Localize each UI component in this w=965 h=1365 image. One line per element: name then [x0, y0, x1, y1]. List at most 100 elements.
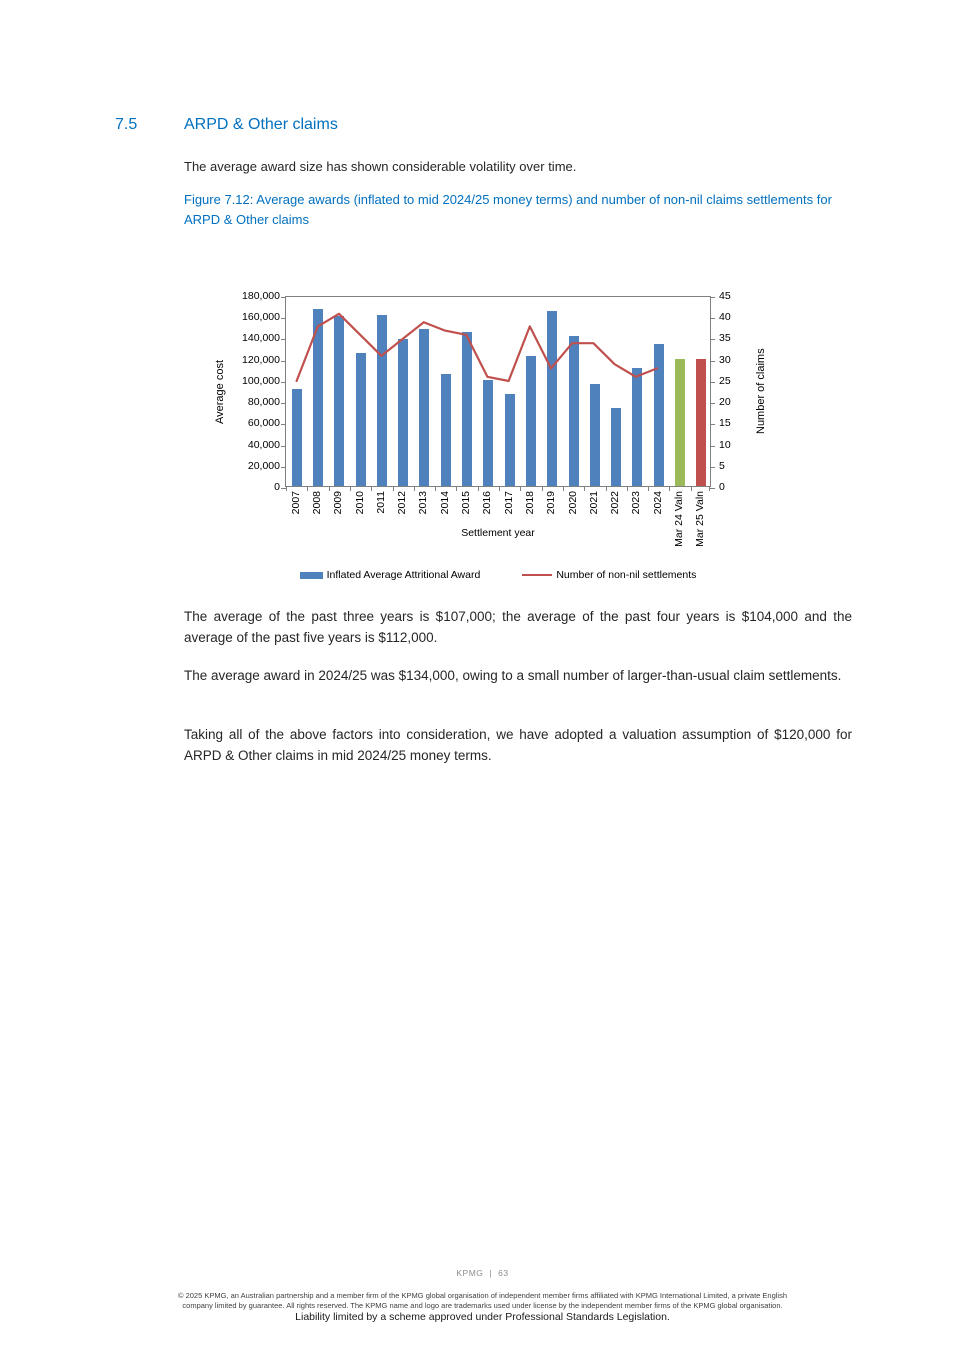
tick-mark	[281, 360, 286, 362]
tick-mark	[710, 466, 715, 468]
bars-layer	[286, 297, 710, 486]
right-tick-label: 30	[719, 353, 731, 366]
left-tick-label: 60,000	[247, 417, 280, 430]
bar-2010	[355, 353, 366, 486]
right-tick-label: 40	[719, 311, 731, 324]
right-tick-label: 15	[719, 417, 731, 430]
bar-2014	[440, 373, 451, 486]
bar-2021	[589, 384, 600, 486]
tick-mark	[710, 488, 715, 489]
tick-mark	[499, 486, 500, 491]
tick-mark	[281, 488, 286, 489]
right-tick-label: 5	[719, 459, 725, 472]
tick-mark	[456, 486, 458, 491]
plot-area	[281, 296, 715, 491]
tick-mark	[371, 486, 373, 491]
left-tick-label: 0	[274, 481, 280, 493]
bar-2018	[525, 355, 536, 486]
bar-2015	[462, 332, 473, 486]
tick-mark	[328, 486, 330, 491]
legend-item-bars: Inflated Average Attritional Award	[299, 569, 480, 581]
bar-mar-24-valn	[675, 358, 686, 486]
tick-mark	[710, 445, 715, 447]
section-number: 7.5	[115, 116, 138, 133]
tick-mark	[710, 297, 715, 298]
tick-mark	[281, 318, 286, 320]
bar-2011	[376, 315, 387, 486]
tick-mark	[541, 486, 543, 491]
right-axis-title: Number of claims	[755, 348, 767, 435]
intro-paragraph: The average award size has shown conside…	[184, 159, 577, 174]
copyright-line-1: © 2025 KPMG, an Australian partnership a…	[177, 1291, 788, 1300]
legend-line-label: Number of non-nil settlements	[556, 569, 697, 581]
legend-line-swatch	[522, 573, 553, 577]
tick-mark	[710, 381, 715, 383]
tick-mark	[281, 403, 286, 405]
bar-2008	[312, 308, 323, 486]
footer-page-number: 63	[498, 1268, 509, 1278]
right-tick-label: 35	[719, 332, 731, 345]
paragraph-averages: The average of the past three years is $…	[184, 609, 852, 645]
tick-mark	[648, 486, 650, 491]
left-tick-label: 140,000	[242, 332, 280, 345]
right-tick-label: 25	[719, 374, 731, 387]
paragraph-award-2024: The average award in 2024/25 was $134,00…	[184, 668, 842, 683]
right-axis-ticks: 45 40 35 30 25 20 15 10 5 0	[719, 290, 751, 493]
left-tick-label: 20,000	[247, 459, 280, 472]
bar-2016	[483, 379, 494, 486]
bar-2013	[419, 329, 430, 486]
tick-mark	[281, 339, 286, 341]
copyright-line-2: company limited by guarantee. All rights…	[182, 1300, 783, 1310]
legend-item-line: Number of non-nil settlements	[522, 569, 696, 581]
bar-2009	[334, 316, 345, 486]
tick-mark	[520, 486, 522, 491]
tick-mark	[709, 486, 710, 491]
figure-chart: Average cost Number of claims 180,000 160…	[195, 290, 767, 581]
right-tick-label: 20	[719, 396, 731, 409]
bar-2007	[291, 389, 302, 486]
right-tick-label: 0	[719, 481, 725, 493]
x-axis-title: Settlement year	[461, 527, 535, 539]
left-tick-label: 40,000	[247, 438, 280, 451]
copyright-block: © 2025 KPMG, an Australian partnership a…	[0, 1291, 965, 1310]
tick-mark	[281, 466, 286, 468]
tick-mark	[477, 486, 479, 491]
tick-mark	[286, 486, 287, 491]
bar-2024	[653, 343, 664, 486]
tick-mark	[281, 445, 286, 447]
left-tick-label: 100,000	[242, 374, 280, 387]
tick-mark	[626, 486, 628, 491]
liability-statement: Liability limited by a scheme approved u…	[295, 1311, 670, 1323]
tick-mark	[392, 486, 394, 491]
tick-mark	[710, 403, 715, 405]
tick-mark	[584, 486, 586, 491]
page-footer: KPMG | 63	[0, 1268, 965, 1278]
bar-2020	[568, 336, 579, 486]
footer-brand: KPMG	[456, 1268, 484, 1278]
bar-2012	[398, 338, 409, 486]
chart-legend: Inflated Average Attritional Award Numbe…	[265, 569, 731, 581]
right-tick-label: 45	[719, 290, 731, 302]
left-tick-label: 180,000	[242, 290, 280, 302]
tick-mark	[307, 486, 309, 491]
left-tick-label: 160,000	[242, 311, 280, 324]
right-tick-label: 10	[719, 438, 731, 451]
footer-separator: |	[489, 1268, 493, 1278]
bar-2022	[611, 407, 622, 486]
tick-mark	[710, 339, 715, 341]
tick-mark	[605, 486, 607, 491]
section-title: ARPD & Other claims	[184, 116, 338, 133]
left-axis-ticks: 180,000 160,000 140,000 120,000 100,000 80,00…	[195, 290, 280, 493]
bar-2017	[504, 393, 515, 486]
tick-mark	[281, 381, 286, 383]
tick-mark	[413, 486, 415, 491]
bar-mar-25-valn	[696, 358, 707, 486]
bar-2023	[632, 368, 643, 486]
tick-mark	[281, 297, 286, 298]
tick-mark	[562, 486, 564, 491]
paragraph-valuation-assumption: Taking all of the above factors into con…	[184, 727, 852, 763]
figure-caption: Figure 7.12: Average awards (inflated to…	[184, 192, 832, 227]
legend-bar-swatch	[299, 571, 323, 579]
left-tick-label: 80,000	[247, 396, 280, 409]
